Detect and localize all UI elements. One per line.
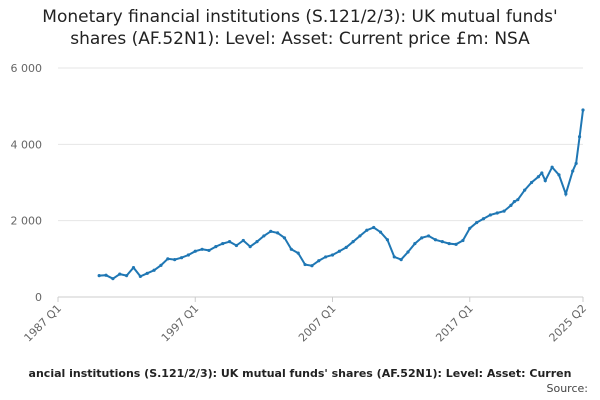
series-layer [97, 108, 585, 281]
data-point [145, 271, 149, 275]
data-point [509, 203, 513, 207]
chart-title: Monetary financial institutions (S.121/2… [0, 6, 600, 50]
footer-caption: ancial institutions (S.121/2/3): UK mutu… [28, 367, 572, 380]
data-point [186, 253, 190, 257]
data-point [159, 263, 163, 267]
data-point [193, 249, 197, 253]
data-point [372, 225, 376, 230]
data-point [574, 161, 578, 166]
data-point [234, 243, 239, 248]
data-point [540, 171, 544, 175]
data-point [310, 264, 314, 268]
data-point [536, 175, 540, 179]
data-point [577, 135, 582, 139]
y-axis-ticks: 0 2 000 4 000 6 000 [11, 62, 43, 304]
data-point [413, 241, 417, 246]
data-point [378, 230, 383, 234]
data-point [131, 266, 136, 270]
data-point [406, 250, 410, 254]
grid-lines [58, 67, 583, 298]
data-point [440, 240, 444, 244]
data-point [200, 247, 204, 251]
data-point [221, 241, 225, 246]
chart-title-line-1: Monetary financial institutions (S.121/2… [42, 7, 558, 27]
data-point [481, 217, 486, 221]
data-point [516, 198, 520, 202]
x-tick-label: 2025 Q2 [547, 302, 590, 345]
data-point [317, 259, 321, 263]
data-point [512, 199, 516, 204]
data-point [454, 242, 458, 246]
x-tick-label: 2007 Q1 [296, 302, 339, 345]
data-point [426, 234, 431, 238]
x-tick-label: 2017 Q1 [433, 302, 476, 345]
data-point [166, 257, 170, 261]
data-point [227, 240, 232, 244]
data-point [557, 173, 561, 177]
data-point [475, 220, 479, 225]
data-point [125, 274, 129, 278]
x-axis-ticks: 1987 Q1 1997 Q1 2007 Q1 2017 Q1 2025 Q2 [22, 297, 590, 345]
data-point [330, 253, 335, 257]
data-point [523, 188, 527, 192]
data-point [262, 234, 266, 238]
data-point [118, 272, 122, 276]
data-point [248, 245, 252, 249]
data-point [399, 257, 403, 262]
data-point [276, 231, 280, 235]
data-point [97, 274, 101, 278]
data-point [529, 180, 534, 185]
x-tick-label: 1997 Q1 [159, 302, 202, 345]
data-point [324, 255, 328, 259]
data-point [581, 108, 585, 112]
data-point [502, 209, 506, 213]
y-tick-label: 2 000 [11, 215, 43, 228]
data-point [214, 245, 218, 249]
x-tick-label: 1987 Q1 [22, 302, 65, 345]
y-tick-label: 4 000 [11, 138, 43, 151]
data-point [179, 256, 184, 260]
data-point [255, 240, 259, 244]
data-point [337, 249, 341, 253]
data-point [433, 238, 438, 242]
data-point [385, 238, 390, 242]
data-point [344, 245, 348, 249]
data-point [351, 240, 355, 244]
chart-title-line-2: shares (AF.52N1): Level: Asset: Current … [70, 29, 530, 49]
data-point [550, 165, 554, 169]
data-point [447, 241, 451, 246]
data-point [152, 268, 156, 272]
data-point [461, 238, 465, 243]
data-point [564, 192, 568, 196]
data-point [289, 247, 293, 251]
data-point [138, 274, 142, 278]
data-point [173, 257, 177, 262]
y-tick-label: 0 [35, 291, 42, 304]
data-point [392, 255, 396, 259]
data-point [241, 238, 245, 243]
data-point [207, 248, 211, 253]
data-point [104, 273, 108, 277]
data-point [358, 234, 362, 238]
data-point [468, 226, 472, 230]
data-point [488, 213, 492, 217]
footer-source: Source: [546, 382, 589, 395]
data-point [495, 211, 499, 215]
y-tick-label: 6 000 [11, 62, 43, 75]
data-point [303, 262, 307, 267]
series-line [99, 109, 584, 280]
data-point [269, 229, 273, 233]
data-point [543, 178, 547, 183]
data-point [282, 236, 287, 240]
data-point [111, 277, 115, 281]
data-point [296, 251, 300, 255]
data-point [571, 169, 575, 173]
data-point [420, 236, 424, 240]
data-point [365, 228, 369, 232]
